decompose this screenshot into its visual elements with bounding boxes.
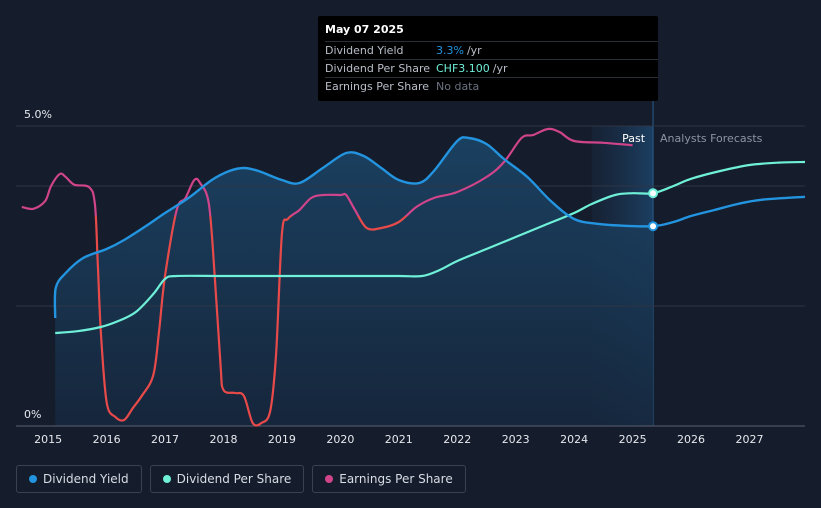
tooltip-unit: /yr: [466, 44, 482, 57]
x-tick-label: 2023: [502, 433, 530, 446]
x-tick-label: 2017: [151, 433, 179, 446]
yield-marker[interactable]: [648, 221, 659, 232]
tooltip-date: May 07 2025: [325, 23, 404, 36]
legend-dot-icon: [325, 475, 334, 483]
y-axis-label-top: 5.0%: [24, 108, 52, 121]
tooltip-value: CHF3.100: [436, 62, 490, 75]
tooltip-label: Dividend Yield: [325, 44, 404, 57]
tooltip: May 07 2025 Dividend Yield 3.3% /yr Divi…: [318, 16, 658, 101]
analysts-forecasts-label: Analysts Forecasts: [660, 132, 763, 145]
legend-dot-icon: [162, 475, 171, 483]
tooltip-label: Earnings Per Share: [325, 80, 430, 93]
x-tick-label: 2025: [619, 433, 647, 446]
legend-item-dividend-yield[interactable]: Dividend Yield: [16, 465, 142, 493]
x-tick-label: 2018: [209, 433, 237, 446]
legend-item-dividend-per-share[interactable]: Dividend Per Share: [149, 465, 305, 493]
x-tick-label: 2021: [385, 433, 413, 446]
tooltip-value: No data: [436, 80, 480, 93]
x-tick-label: 2024: [560, 433, 588, 446]
earnings-per-share-line: [21, 127, 633, 216]
legend-item-earnings-per-share[interactable]: Earnings Per Share: [312, 465, 466, 493]
tooltip-row-dividend-per-share: Dividend Per Share CHF3.100 /yr: [325, 59, 658, 77]
x-tick-label: 2019: [268, 433, 296, 446]
legend-label: Dividend Yield: [43, 472, 129, 486]
x-tick-label: 2015: [34, 433, 62, 446]
x-tick-label: 2022: [443, 433, 471, 446]
tooltip-row-dividend-yield: Dividend Yield 3.3% /yr: [325, 41, 658, 59]
y-axis-label-bottom: 0%: [24, 408, 41, 421]
legend-label: Earnings Per Share: [339, 472, 453, 486]
tooltip-label: Dividend Per Share: [325, 62, 431, 75]
tooltip-row-earnings-per-share: Earnings Per Share No data: [325, 77, 658, 95]
x-tick-label: 2026: [677, 433, 705, 446]
legend-dot-icon: [29, 475, 37, 483]
legend-label: Dividend Per Share: [176, 472, 292, 486]
dividend-yield-area: [54, 137, 654, 427]
x-tick-label: 2016: [93, 433, 121, 446]
dividend-per-share-line: [55, 160, 806, 335]
legend: Dividend Yield Dividend Per Share Earnin…: [16, 465, 466, 493]
tooltip-value: 3.3%: [436, 44, 464, 57]
x-tick-label: 2027: [735, 433, 763, 446]
past-label: Past: [622, 132, 646, 145]
earnings-per-share-line-low: [94, 216, 408, 427]
x-tick-label: 2020: [326, 433, 354, 446]
tooltip-unit: /yr: [492, 62, 508, 75]
dps-marker[interactable]: [648, 188, 659, 199]
